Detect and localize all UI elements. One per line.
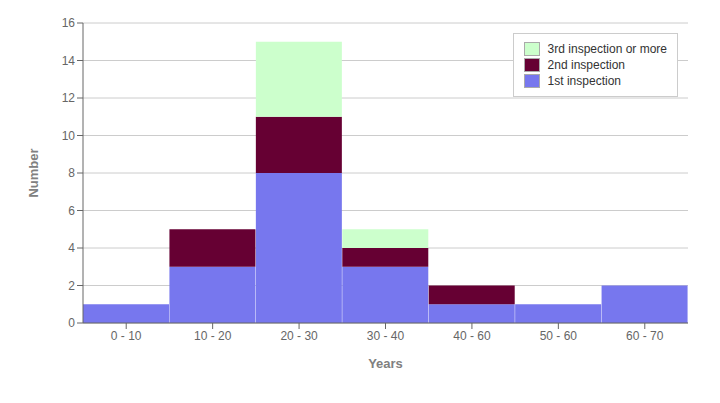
svg-text:10 - 20: 10 - 20 xyxy=(194,329,232,343)
svg-text:30 - 40: 30 - 40 xyxy=(367,329,405,343)
svg-text:Years: Years xyxy=(368,356,403,371)
svg-text:4: 4 xyxy=(68,241,75,255)
svg-text:0: 0 xyxy=(68,316,75,330)
svg-text:14: 14 xyxy=(62,54,76,68)
html-text:2nd inspection: 2nd inspection xyxy=(547,58,625,72)
svg-text:2: 2 xyxy=(68,279,75,293)
svg-text:50 - 60: 50 - 60 xyxy=(540,329,578,343)
svg-text:6: 6 xyxy=(68,204,75,218)
html-text:1st inspection: 1st inspection xyxy=(547,74,621,88)
svg-text:12: 12 xyxy=(62,91,76,105)
svg-text:8: 8 xyxy=(68,166,75,180)
html-text:3rd inspection or more: 3rd inspection or more xyxy=(547,42,667,56)
svg-text:10: 10 xyxy=(62,129,76,143)
svg-text:40 - 60: 40 - 60 xyxy=(453,329,491,343)
svg-text:Number: Number xyxy=(26,148,41,197)
svg-text:20 - 30: 20 - 30 xyxy=(280,329,318,343)
svg-text:0 - 10: 0 - 10 xyxy=(111,329,142,343)
svg-text:16: 16 xyxy=(62,16,76,30)
svg-text:60 - 70: 60 - 70 xyxy=(626,329,664,343)
